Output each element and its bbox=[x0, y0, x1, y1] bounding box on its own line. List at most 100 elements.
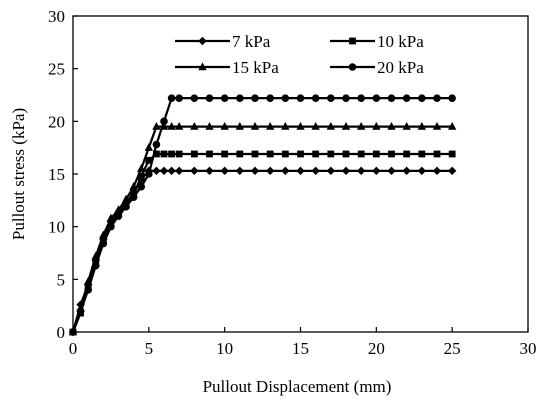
data-point-7-kpa-12 bbox=[159, 166, 169, 176]
data-point-15-kpa-8 bbox=[129, 182, 138, 190]
series-10-kpa bbox=[69, 150, 456, 336]
x-tick-label-5: 25 bbox=[444, 339, 461, 358]
y-tick-label-0: 0 bbox=[57, 323, 66, 342]
legend-item-10-kpa: 10 kPa bbox=[330, 32, 424, 51]
data-point-20-kpa-22 bbox=[296, 94, 305, 102]
data-point-10-kpa-31 bbox=[433, 150, 441, 158]
data-point-7-kpa-28 bbox=[387, 166, 396, 176]
data-point-20-kpa-32 bbox=[448, 94, 456, 102]
data-point-15-kpa-10 bbox=[144, 143, 154, 151]
data-point-7-kpa-16 bbox=[205, 166, 214, 176]
data-point-15-kpa-31 bbox=[432, 122, 442, 130]
data-point-7-kpa-32 bbox=[447, 166, 457, 176]
data-point-7-kpa-21 bbox=[281, 166, 290, 176]
data-point-10-kpa-9 bbox=[137, 172, 145, 180]
data-point-7-kpa-22 bbox=[296, 166, 305, 176]
data-point-20-kpa-16 bbox=[205, 94, 214, 102]
data-point-20-kpa-26 bbox=[357, 94, 365, 102]
data-point-20-kpa-27 bbox=[372, 94, 381, 102]
data-point-20-kpa-29 bbox=[402, 94, 411, 102]
data-point-10-kpa-30 bbox=[418, 150, 426, 158]
data-point-20-kpa-31 bbox=[433, 94, 441, 102]
legend-item-20-kpa: 20 kPa bbox=[330, 58, 424, 77]
data-point-20-kpa-28 bbox=[387, 94, 396, 102]
legend-label-10-kpa: 10 kPa bbox=[377, 32, 424, 51]
data-point-10-kpa-20 bbox=[266, 150, 274, 158]
data-point-20-kpa-23 bbox=[311, 94, 320, 102]
data-point-20-kpa-10 bbox=[145, 170, 153, 178]
data-point-7-kpa-13 bbox=[167, 166, 176, 176]
data-point-15-kpa-32 bbox=[447, 122, 457, 130]
data-point-15-kpa-28 bbox=[387, 122, 396, 130]
legend-item-7-kpa: 7 kPa bbox=[175, 32, 271, 51]
data-point-10-kpa-27 bbox=[372, 150, 380, 158]
series-20-kpa bbox=[69, 94, 456, 336]
data-point-10-kpa-26 bbox=[357, 150, 365, 158]
data-point-10-kpa-12 bbox=[160, 150, 168, 158]
data-point-7-kpa-31 bbox=[432, 166, 442, 176]
data-point-15-kpa-29 bbox=[402, 122, 411, 130]
data-point-15-kpa-13 bbox=[167, 122, 176, 130]
data-point-7-kpa-17 bbox=[220, 166, 229, 176]
data-point-20-kpa-5 bbox=[107, 222, 115, 231]
data-point-20-kpa-18 bbox=[236, 94, 244, 102]
data-point-7-kpa-15 bbox=[190, 166, 199, 176]
data-point-10-kpa-16 bbox=[206, 150, 213, 158]
data-point-7-kpa-26 bbox=[356, 166, 366, 176]
data-point-15-kpa-17 bbox=[220, 122, 229, 130]
legend-marker-10-kpa bbox=[349, 37, 356, 45]
data-point-15-kpa-23 bbox=[311, 122, 320, 130]
data-point-15-kpa-22 bbox=[296, 122, 305, 130]
legend: 7 kPa 10 kPa 15 kPa 20 kPa bbox=[175, 32, 424, 77]
x-tick-label-3: 15 bbox=[292, 339, 309, 358]
data-point-20-kpa-21 bbox=[281, 94, 290, 102]
data-point-15-kpa-16 bbox=[205, 122, 214, 130]
data-point-10-kpa-15 bbox=[190, 150, 198, 158]
x-tick-label-0: 0 bbox=[69, 339, 78, 358]
y-tick-label-4: 20 bbox=[48, 112, 65, 131]
series-line-10-kpa bbox=[71, 152, 453, 333]
data-point-10-kpa-19 bbox=[251, 150, 259, 158]
legend-label-7-kpa: 7 kPa bbox=[232, 32, 271, 51]
data-point-7-kpa-29 bbox=[402, 166, 411, 176]
data-point-15-kpa-26 bbox=[356, 122, 366, 130]
data-point-10-kpa-14 bbox=[175, 150, 183, 158]
data-point-20-kpa-1 bbox=[76, 307, 85, 315]
x-tick-label-4: 20 bbox=[368, 339, 385, 358]
data-point-20-kpa-7 bbox=[122, 202, 130, 211]
y-axis-label: Pullout stress (kPa) bbox=[9, 108, 28, 240]
series-line-15-kpa bbox=[71, 125, 453, 333]
data-point-20-kpa-3 bbox=[91, 261, 100, 270]
data-point-15-kpa-14 bbox=[174, 122, 184, 130]
data-point-10-kpa-25 bbox=[342, 150, 350, 158]
data-point-15-kpa-11 bbox=[152, 122, 161, 130]
data-point-7-kpa-18 bbox=[235, 166, 245, 176]
data-point-15-kpa-21 bbox=[281, 122, 290, 130]
data-point-15-kpa-7 bbox=[121, 194, 131, 203]
data-point-10-kpa-18 bbox=[236, 150, 244, 158]
data-point-20-kpa-9 bbox=[137, 182, 146, 191]
data-point-15-kpa-18 bbox=[235, 122, 245, 130]
data-point-15-kpa-5 bbox=[106, 213, 116, 222]
data-point-15-kpa-24 bbox=[326, 122, 336, 130]
data-point-15-kpa-19 bbox=[250, 122, 260, 130]
data-point-20-kpa-19 bbox=[251, 94, 259, 102]
legend-marker-15-kpa bbox=[198, 62, 207, 71]
series-group bbox=[68, 94, 457, 337]
series-7-kpa bbox=[68, 166, 457, 337]
legend-marker-20-kpa bbox=[348, 63, 357, 71]
data-point-20-kpa-4 bbox=[99, 239, 108, 248]
y-tick-label-2: 10 bbox=[48, 218, 65, 237]
data-point-20-kpa-13 bbox=[167, 94, 176, 102]
data-point-7-kpa-19 bbox=[250, 166, 260, 176]
data-point-20-kpa-24 bbox=[327, 94, 335, 102]
data-point-20-kpa-6 bbox=[114, 212, 123, 220]
legend-label-15-kpa: 15 kPa bbox=[232, 58, 279, 77]
data-point-10-kpa-24 bbox=[327, 150, 335, 158]
data-point-10-kpa-21 bbox=[281, 150, 289, 158]
data-point-20-kpa-25 bbox=[342, 94, 350, 102]
data-point-7-kpa-23 bbox=[311, 166, 320, 176]
data-point-7-kpa-11 bbox=[152, 166, 161, 176]
data-point-7-kpa-14 bbox=[174, 166, 184, 176]
data-point-20-kpa-2 bbox=[84, 286, 92, 294]
